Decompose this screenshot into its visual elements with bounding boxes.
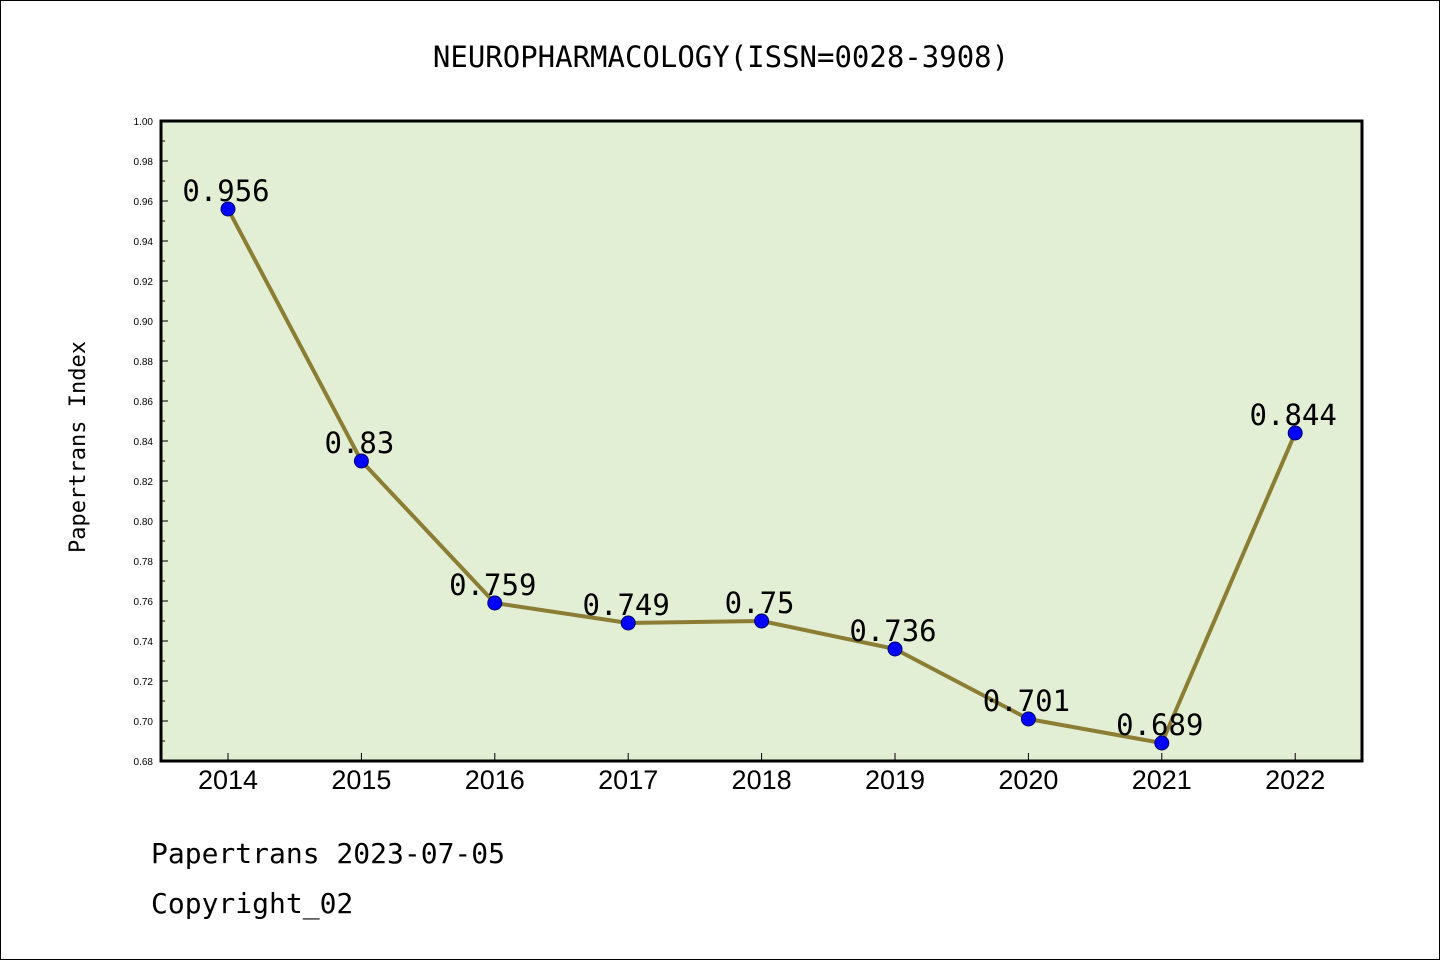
plot-area <box>161 121 1362 761</box>
y-tick-label: 0.84 <box>134 437 154 448</box>
y-tick-label: 0.88 <box>134 357 154 368</box>
data-label: 0.75 <box>725 586 795 620</box>
data-label: 0.83 <box>324 426 394 460</box>
x-tick-label: 2018 <box>732 765 792 795</box>
data-point <box>487 595 503 611</box>
y-tick-label: 0.70 <box>134 717 154 728</box>
x-tick-label: 2015 <box>331 765 391 795</box>
data-point <box>620 615 636 631</box>
data-point <box>1287 425 1303 441</box>
x-tick-label: 2020 <box>998 765 1058 795</box>
y-tick-label: 0.72 <box>134 677 154 688</box>
y-tick-label: 0.82 <box>134 477 154 488</box>
y-tick-label: 0.94 <box>134 237 154 248</box>
data-series <box>220 201 1303 751</box>
data-label: 0.689 <box>1116 708 1203 742</box>
data-labels: 0.956 0.83 0.759 0.749 0.75 0.736 0.701 0.689 0.… <box>182 174 1337 742</box>
x-tick-label: 2022 <box>1265 765 1325 795</box>
plot-border <box>159 119 1364 763</box>
y-tick-label: 0.68 <box>134 757 154 768</box>
y-tick-label: 0.76 <box>134 597 154 608</box>
y-tick-label: 0.86 <box>134 397 154 408</box>
y-tick-label: 0.78 <box>134 557 154 568</box>
y-tick-label: 0.74 <box>134 637 154 648</box>
data-point <box>887 641 903 657</box>
data-label: 0.759 <box>449 568 536 602</box>
x-axis-ticks: 2014 2015 2016 2017 2018 2019 2020 2021 2022 <box>198 753 1325 795</box>
x-tick-label: 2019 <box>865 765 925 795</box>
x-tick-label: 2021 <box>1132 765 1192 795</box>
y-tick-label: 0.96 <box>134 197 154 208</box>
y-axis-label: Papertrans Index <box>66 341 91 553</box>
y-tick-label: 1.00 <box>134 117 154 128</box>
x-tick-label: 2017 <box>598 765 658 795</box>
data-point <box>1154 735 1170 751</box>
chart-title: NEUROPHARMACOLOGY(ISSN=0028-3908) <box>433 40 1009 74</box>
data-label: 0.844 <box>1250 398 1337 432</box>
data-point <box>353 453 369 469</box>
data-label: 0.701 <box>983 684 1070 718</box>
data-label: 0.956 <box>182 174 269 208</box>
y-tick-label: 0.92 <box>134 277 154 288</box>
footer-date: Papertrans 2023-07-05 <box>151 837 506 870</box>
data-point <box>754 613 770 629</box>
data-point <box>220 201 236 217</box>
y-tick-label: 0.80 <box>134 517 154 528</box>
data-label: 0.736 <box>849 614 936 648</box>
x-tick-label: 2014 <box>198 765 258 795</box>
y-tick-label: 0.90 <box>134 317 154 328</box>
y-tick-label: 0.98 <box>134 157 154 168</box>
footer-copyright: Copyright_02 <box>151 887 354 920</box>
data-point <box>1020 711 1036 727</box>
x-tick-label: 2016 <box>465 765 525 795</box>
data-label: 0.749 <box>583 588 670 622</box>
